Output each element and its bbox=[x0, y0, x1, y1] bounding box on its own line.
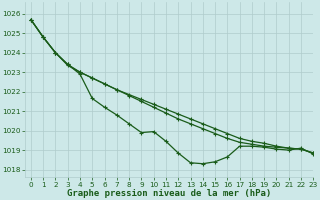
X-axis label: Graphe pression niveau de la mer (hPa): Graphe pression niveau de la mer (hPa) bbox=[67, 189, 271, 198]
